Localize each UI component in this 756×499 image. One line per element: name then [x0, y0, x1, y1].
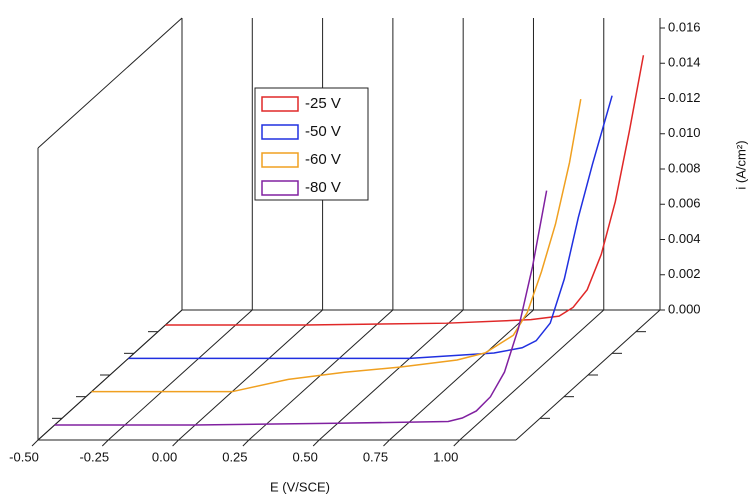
x-tick [312, 439, 320, 447]
x-tick-label: 0.00 [152, 449, 177, 464]
y-tick-label: 0.004 [668, 231, 701, 246]
x-tick [453, 439, 461, 447]
grid-line [459, 309, 605, 441]
x-tick [242, 439, 250, 447]
frame-line [37, 17, 183, 149]
x-tick-label: -0.25 [79, 449, 109, 464]
x-tick-label: 0.75 [363, 449, 388, 464]
legend-label: -25 V [305, 95, 341, 112]
x-tick [383, 439, 390, 447]
legend-label: -60 V [305, 151, 341, 168]
y-tick-label: 0.010 [668, 125, 701, 140]
legend-swatch [261, 96, 299, 112]
grid-line [107, 309, 253, 441]
grid-line [178, 309, 323, 441]
x-tick-label: 1.00 [433, 449, 458, 464]
y-tick-label: 0.016 [668, 19, 701, 34]
y-tick-label: 0.008 [668, 160, 701, 175]
x-axis-label: E (V/SCE) [270, 479, 330, 494]
grid-line [389, 309, 534, 441]
x-tick-label: -0.50 [9, 449, 39, 464]
series-line [91, 98, 582, 393]
x-tick [31, 439, 39, 447]
series-line [128, 95, 613, 360]
series-line [54, 190, 548, 426]
x-tick-label: 0.25 [222, 449, 247, 464]
x-tick-label: 0.50 [293, 449, 318, 464]
y-tick-label: 0.012 [668, 90, 701, 105]
y-tick-label: 0.014 [668, 55, 701, 70]
grid-line [37, 309, 183, 441]
legend-swatch [261, 152, 299, 168]
y-tick-label: 0.002 [668, 266, 701, 281]
grid-line [318, 309, 464, 441]
x-tick [172, 439, 179, 447]
legend-label: -80 V [305, 179, 341, 196]
x-tick [101, 439, 109, 447]
y-tick-label: 0.000 [668, 301, 701, 316]
y-axis-label: i (A/cm²) [733, 140, 748, 189]
y-tick-label: 0.006 [668, 196, 701, 211]
legend-swatch [261, 180, 299, 196]
legend-swatch [261, 124, 299, 140]
series-line [165, 55, 645, 326]
legend-label: -50 V [305, 123, 341, 140]
